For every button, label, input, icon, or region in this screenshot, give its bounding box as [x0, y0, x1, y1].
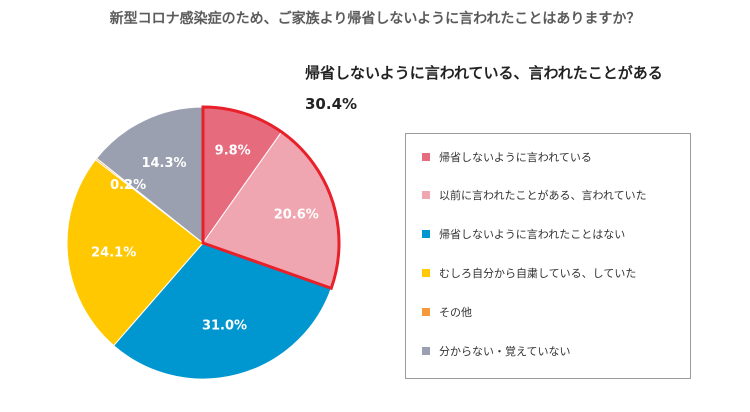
pie-slice-4: [66, 158, 204, 347]
legend-item: 帰省しないように言われている: [422, 148, 592, 166]
legend: 帰省しないように言われている以前に言われたことがある、言われていた 帰省しないよう…: [405, 133, 691, 379]
legend-item: 分からない・覚えていない: [422, 342, 570, 360]
legend-label: その他: [439, 306, 472, 319]
legend-item: 以前に言われたことがある、言われていた: [422, 186, 647, 204]
highlight-value: 30.4%: [305, 95, 358, 113]
legend-swatch: [422, 191, 430, 199]
legend-swatch: [422, 347, 430, 355]
legend-item: むしろ自分から自粛している、していた: [422, 264, 636, 282]
legend-label: 帰省しないように言われている: [439, 151, 592, 164]
chart-title: 新型コロナ感染症のため、ご家族より帰省しないように言われたことはありますか？: [109, 11, 641, 27]
legend-swatch: [422, 308, 430, 316]
legend-item: 帰省しないように言われたことはない: [422, 225, 625, 243]
legend-swatch: [422, 269, 430, 277]
highlight-label: 帰省しないように言われている、言われたことがある: [305, 64, 663, 82]
legend-item: その他: [422, 303, 472, 321]
slice-value-label-6: 14.3%: [141, 156, 186, 171]
highlight-outline: [201, 105, 341, 291]
slice-value-label-2: 20.6%: [274, 207, 319, 222]
pie-slice-6: [95, 106, 204, 245]
pie-slice-3: [112, 242, 332, 380]
legend-label: 以前に言われたことがある、言われていた: [439, 189, 647, 202]
slice-value-label-4: 24.1%: [91, 246, 136, 261]
legend-swatch: [422, 230, 430, 238]
slice-value-label-3: 31.0%: [202, 319, 247, 334]
slice-value-label-1: 9.8%: [215, 144, 251, 159]
legend-swatch: [422, 153, 430, 161]
slice-value-label-5: 0.2%: [110, 178, 146, 193]
legend-label: 帰省しないように言われたことはない: [439, 228, 626, 241]
legend-label: 分からない・覚えていない: [439, 345, 571, 358]
legend-label: むしろ自分から自粛している、していた: [439, 267, 637, 280]
